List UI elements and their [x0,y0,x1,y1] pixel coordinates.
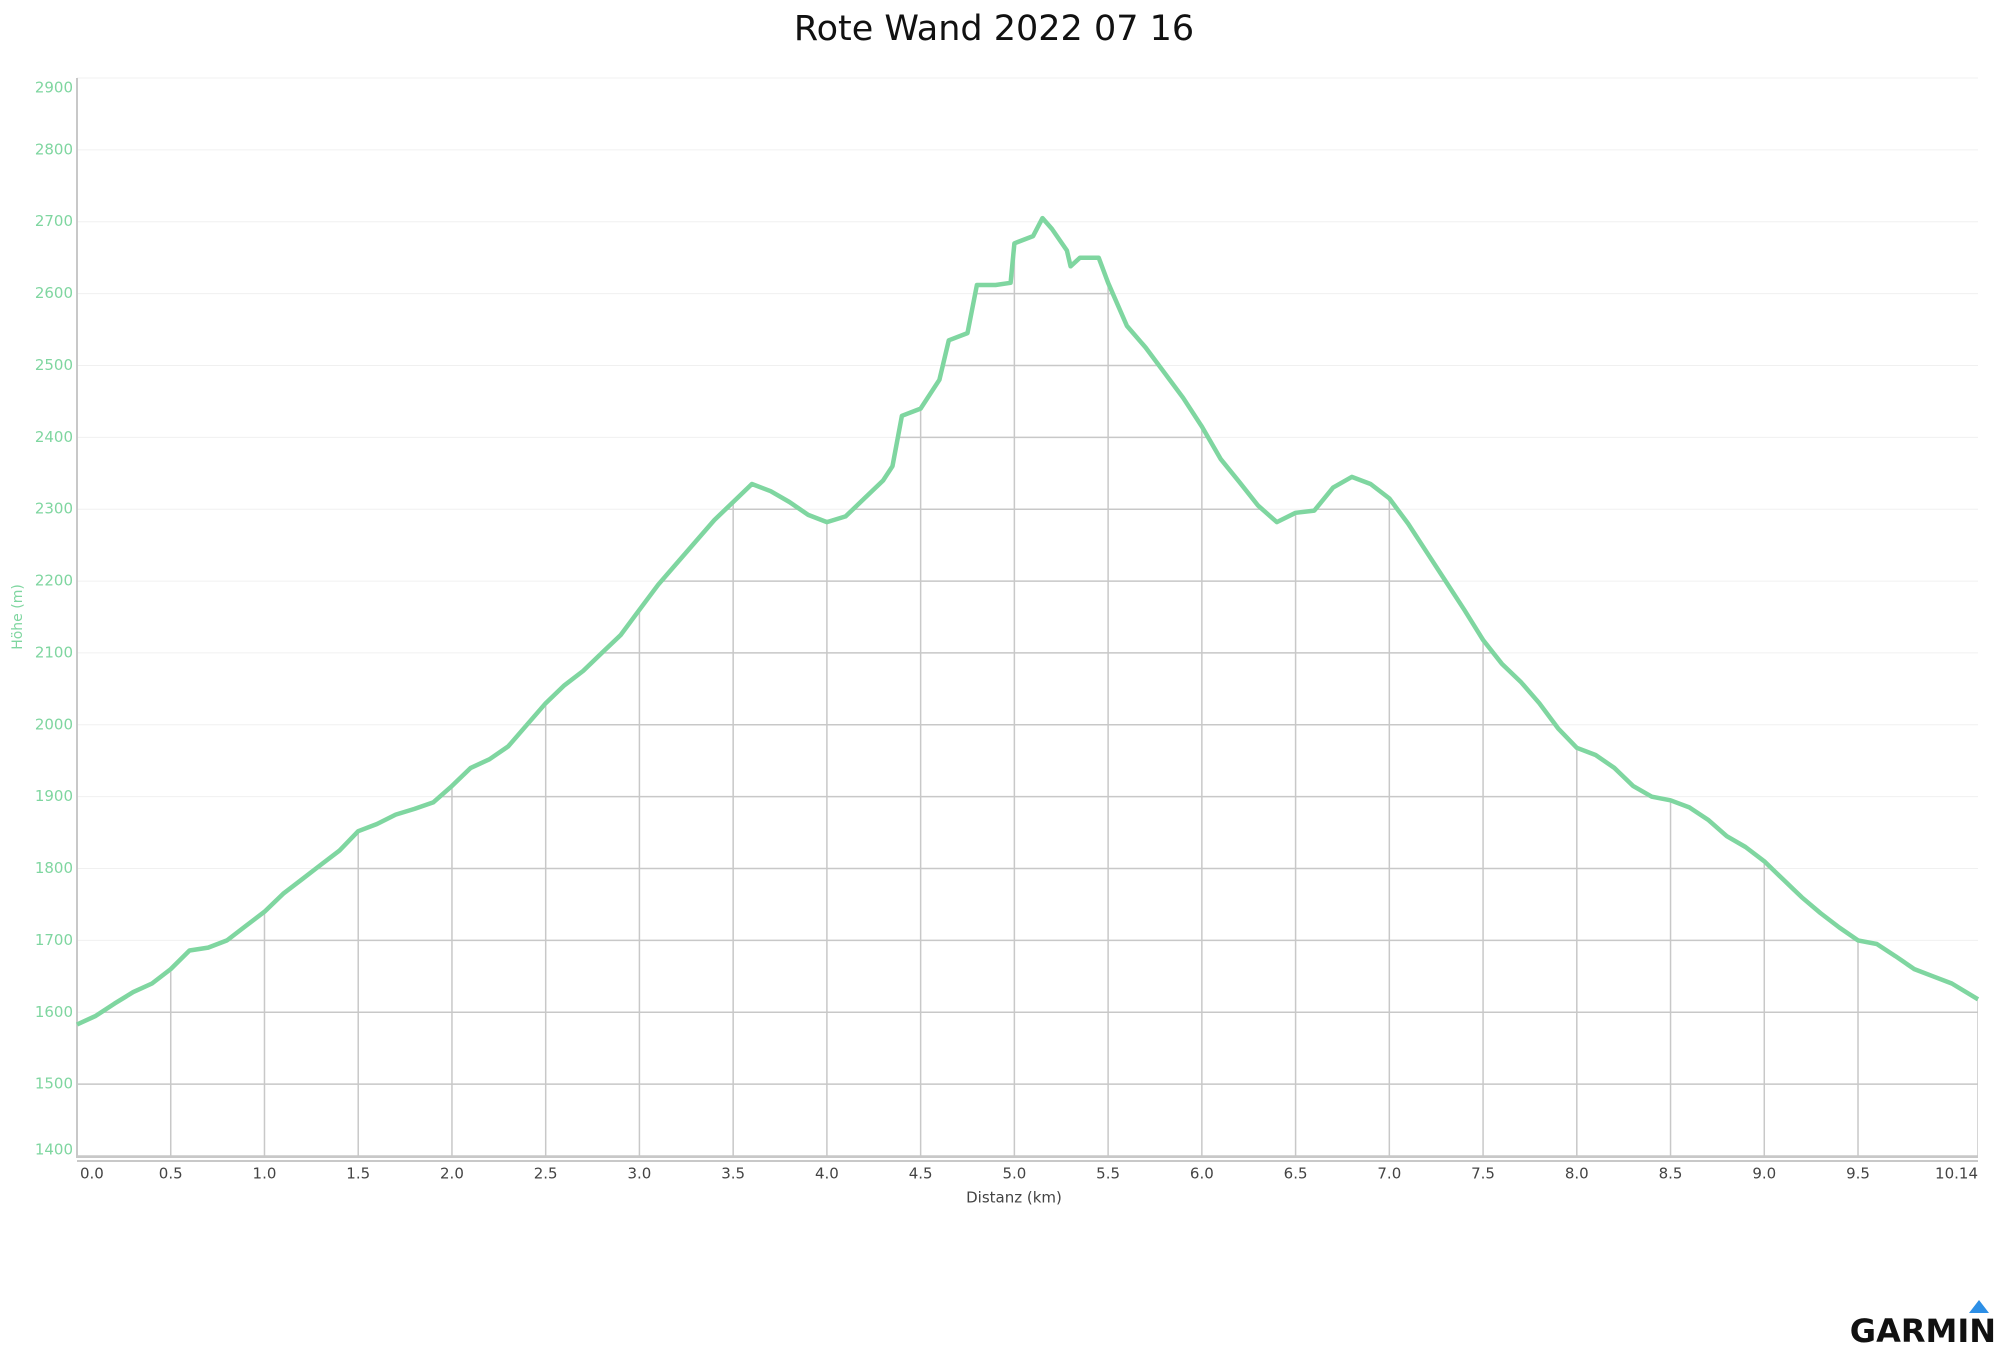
logo-triangle [1969,1300,1989,1313]
y-tick-label: 2100 [35,643,73,661]
y-tick-label: 1800 [35,859,73,877]
y-tick-label: 2800 [35,140,73,158]
x-tick-label: 8.5 [1659,1165,1683,1183]
x-tick-label: 5.0 [1002,1165,1026,1183]
logo: GARMIN [1850,1312,1996,1346]
y-tick-label: 2200 [35,572,73,590]
x-tick-label: 9.0 [1752,1165,1776,1183]
x-tick-label: 4.5 [909,1165,933,1183]
x-tick-label: 1.5 [346,1165,370,1183]
y-tick-label: 1600 [35,1003,73,1021]
y-tick-label: 1400 [35,1141,73,1159]
x-tick-label: 8.0 [1565,1165,1589,1183]
y-tick-label: 2600 [35,284,73,302]
x-tick-label: 6.5 [1284,1165,1308,1183]
y-tick-label: 2300 [35,500,73,518]
x-tick-label: 0.5 [159,1165,183,1183]
chart-title: Rote Wand 2022 07 16 [794,9,1194,49]
x-tick-label: 2.5 [534,1165,558,1183]
x-tick-label: 9.5 [1846,1165,1870,1183]
y-tick-label: 2000 [35,715,73,733]
x-tick-label: 7.0 [1377,1165,1401,1183]
x-tick-label: 4.0 [815,1165,839,1183]
x-tick-label: 6.0 [1190,1165,1214,1183]
y-axis-label: Höhe (m) [10,584,26,650]
elevation-line [76,215,1980,1027]
x-tick-label: 10.14 [1935,1165,1978,1183]
y-tick-label: 1700 [35,931,73,949]
y-tick-label: 1900 [35,787,73,805]
x-tick-label: 0.0 [80,1165,104,1183]
x-tick-label: 2.0 [440,1165,464,1183]
y-tick-label: 2400 [35,428,73,446]
x-tick-label: 1.0 [253,1165,277,1183]
x-tick-label: 3.5 [721,1165,745,1183]
x-tick-label: 3.0 [627,1165,651,1183]
x-axis-label: Distanz (km) [966,1189,1062,1207]
y-tick-label: 1500 [35,1075,73,1093]
x-tick-label: 7.5 [1471,1165,1495,1183]
y-tick-label: 2900 [35,79,73,97]
y-tick-label: 2700 [35,212,73,230]
y-tick-label: 2500 [35,356,73,374]
x-tick-label: 5.5 [1096,1165,1120,1183]
